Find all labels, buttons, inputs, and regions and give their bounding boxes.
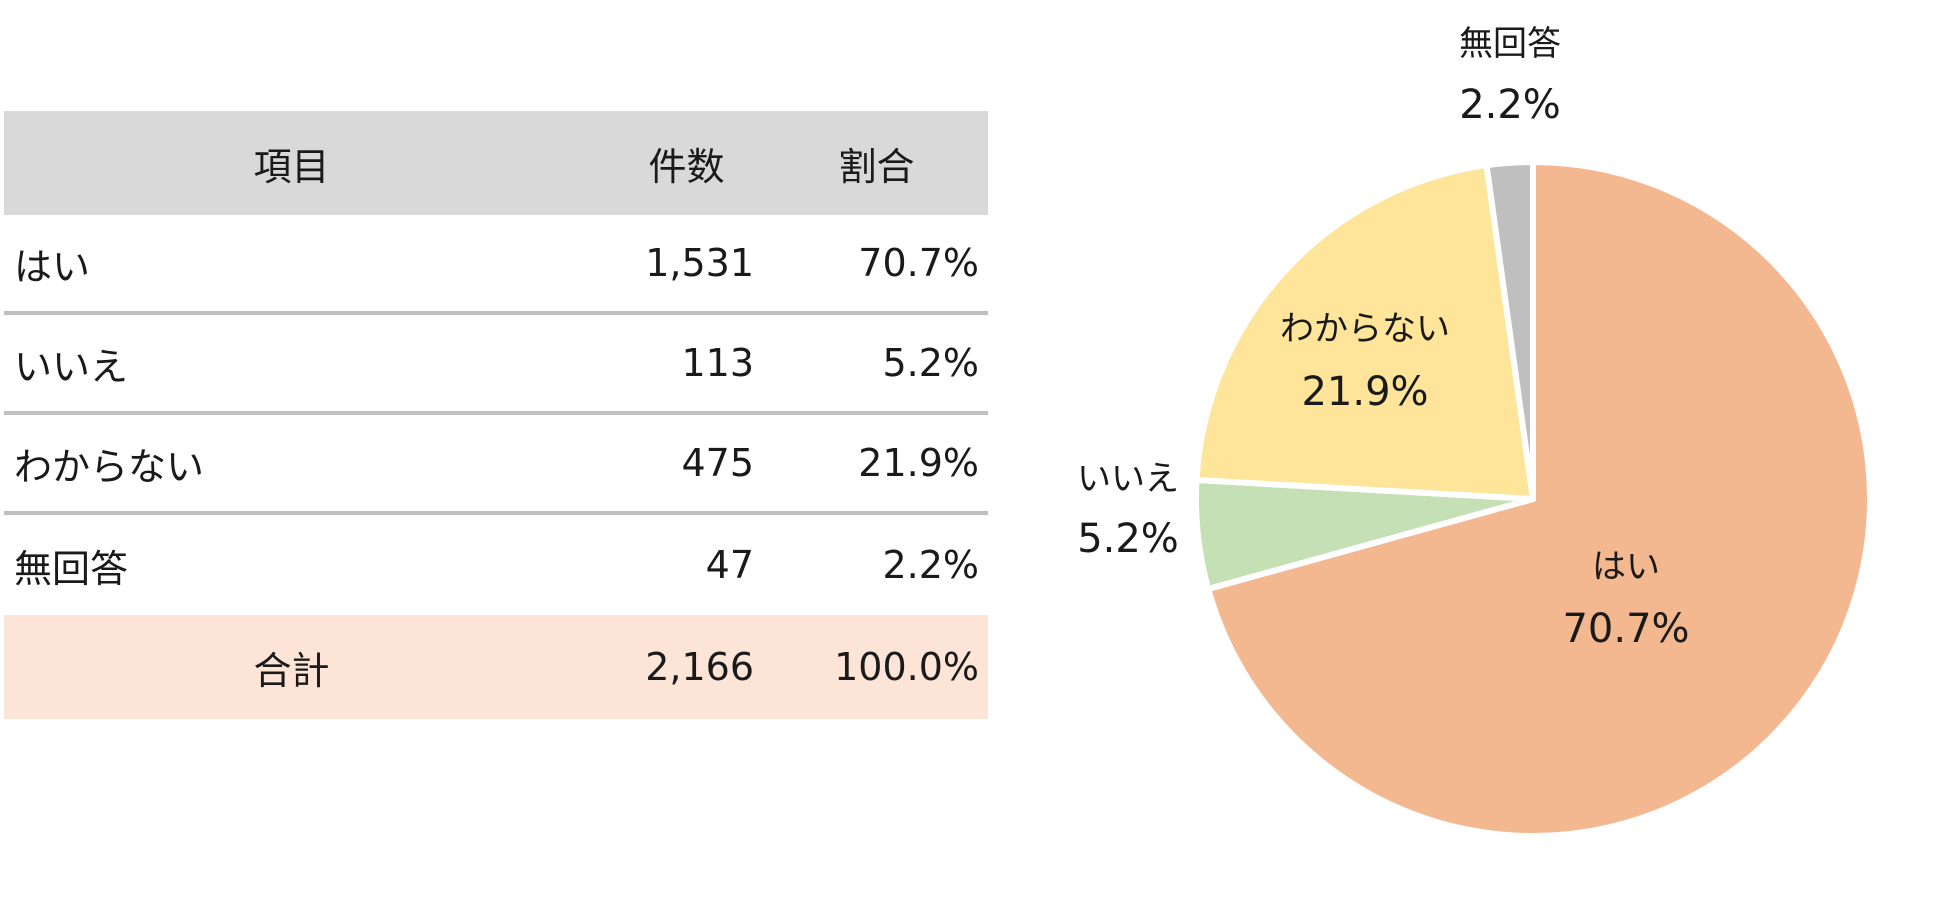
pie-label-wakaranai-pct: 21.9% bbox=[1301, 369, 1428, 415]
total-item: 合計 bbox=[253, 648, 330, 693]
pie-label-wakaranai-name: わからない bbox=[1280, 309, 1450, 349]
row-item: 無回答 bbox=[14, 546, 129, 591]
table-row: 無回答 47 2.2% bbox=[4, 515, 988, 615]
row-item: はい bbox=[14, 244, 91, 289]
pie-label-iie-pct: 5.2% bbox=[1077, 516, 1179, 562]
summary-table: 項目 件数 割合 はい 1,531 70.7% いいえ 113 5.2% わから… bbox=[4, 111, 988, 719]
row-pct: 70.7% bbox=[858, 241, 979, 285]
table-row: はい 1,531 70.7% bbox=[4, 215, 988, 315]
pie-slice-wakaranai bbox=[1193, 162, 1536, 502]
row-count: 1,531 bbox=[645, 241, 754, 285]
pie-label-mukaitou-pct: 2.2% bbox=[1459, 82, 1561, 128]
header-count: 件数 bbox=[648, 144, 725, 189]
pie-label-hai-name: はい bbox=[1592, 547, 1660, 587]
table-row: いいえ 113 5.2% bbox=[4, 315, 988, 415]
total-count: 2,166 bbox=[645, 645, 754, 689]
row-count: 475 bbox=[681, 441, 754, 485]
pie-label-mukaitou-name: 無回答 bbox=[1459, 24, 1561, 64]
pie-slice-mukaitou bbox=[1483, 159, 1536, 502]
row-pct: 5.2% bbox=[882, 341, 979, 385]
row-count: 113 bbox=[681, 341, 754, 385]
pie-label-hai-pct: 70.7% bbox=[1562, 606, 1689, 652]
total-pct: 100.0% bbox=[834, 645, 979, 689]
table-total-row: 合計 2,166 100.0% bbox=[4, 615, 988, 719]
table-row: わからない 475 21.9% bbox=[4, 415, 988, 515]
row-pct: 2.2% bbox=[882, 543, 979, 587]
pie-label-iie-name: いいえ bbox=[1077, 459, 1179, 499]
header-pct: 割合 bbox=[838, 144, 915, 189]
pie-slice-hai bbox=[1205, 159, 1873, 839]
row-count: 47 bbox=[705, 543, 754, 587]
row-item: わからない bbox=[14, 444, 205, 489]
row-item: いいえ bbox=[14, 344, 129, 389]
table-header-row: 項目 件数 割合 bbox=[4, 111, 988, 215]
row-pct: 21.9% bbox=[858, 441, 979, 485]
header-item: 項目 bbox=[253, 144, 330, 189]
